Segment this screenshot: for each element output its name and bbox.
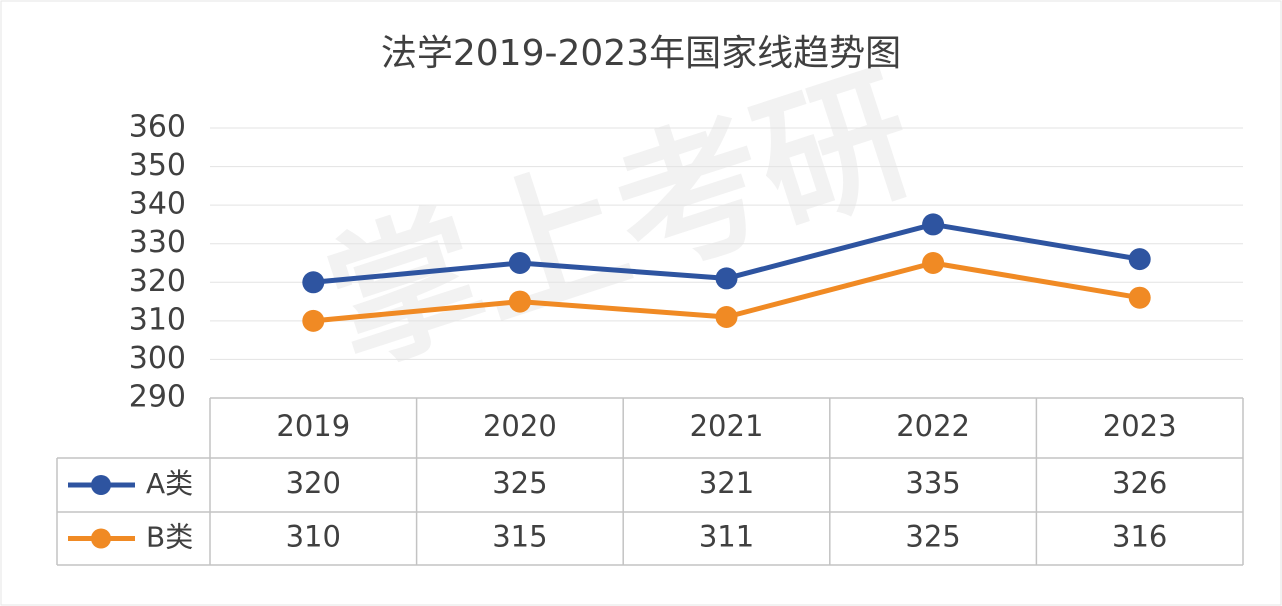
chart-title: 法学2019-2023年国家线趋势图 — [381, 33, 901, 74]
point — [302, 271, 325, 294]
y-tick-label: 300 — [129, 341, 186, 376]
point — [508, 290, 531, 313]
table-value: 325 — [905, 520, 960, 554]
y-tick-label: 290 — [129, 380, 186, 415]
y-tick-label: 360 — [129, 110, 186, 145]
table-value: 326 — [1112, 466, 1167, 500]
y-tick-label: 340 — [129, 187, 186, 222]
table-value: 311 — [699, 520, 754, 554]
table-value: 325 — [492, 466, 547, 500]
point — [922, 252, 945, 274]
table-value: 315 — [492, 520, 547, 554]
table-value: 320 — [286, 466, 341, 500]
x-tick-label: 2020 — [483, 409, 557, 443]
y-tick-label: 320 — [129, 264, 186, 299]
legend-marker — [91, 528, 111, 549]
point — [715, 306, 738, 328]
point — [508, 252, 531, 274]
x-tick-label: 2021 — [690, 409, 764, 443]
legend-label: A类 — [146, 467, 193, 500]
point — [302, 309, 325, 332]
point — [1128, 248, 1151, 271]
legend-marker — [91, 475, 111, 495]
point — [922, 213, 945, 236]
table-value: 321 — [699, 466, 754, 500]
point — [715, 267, 738, 290]
x-tick-label: 2019 — [276, 409, 350, 443]
y-tick-label: 310 — [129, 302, 186, 337]
y-tick-label: 330 — [129, 225, 186, 260]
legend-label: B类 — [146, 521, 193, 554]
table-value: 335 — [905, 466, 960, 500]
table-value: 310 — [286, 520, 341, 554]
x-tick-label: 2023 — [1103, 409, 1177, 443]
y-tick-label: 350 — [129, 148, 186, 183]
point — [1128, 286, 1151, 309]
x-tick-label: 2022 — [896, 409, 970, 443]
table-value: 316 — [1112, 520, 1167, 554]
